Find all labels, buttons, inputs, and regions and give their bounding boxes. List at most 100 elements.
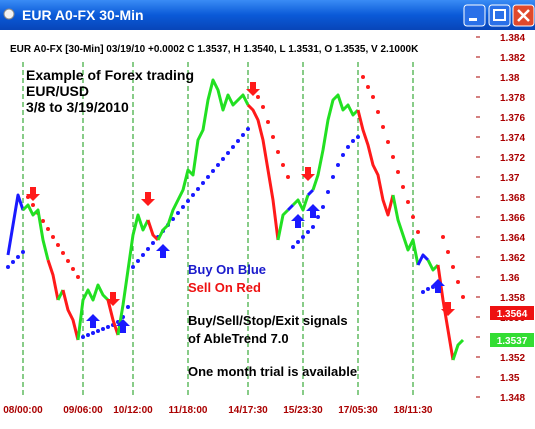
price-line bbox=[116, 213, 150, 336]
sell-arrow bbox=[141, 192, 155, 206]
stop-dot bbox=[316, 215, 320, 219]
y-tick-label: 1.366 bbox=[500, 213, 525, 224]
stop-dot bbox=[196, 187, 200, 191]
annotation: Buy/Sell/Stop/Exit signals bbox=[188, 313, 348, 328]
price-line bbox=[306, 188, 315, 197]
stop-dot bbox=[461, 295, 465, 299]
stop-dot bbox=[411, 215, 415, 219]
stop-dot bbox=[286, 175, 290, 179]
stop-dot bbox=[136, 259, 140, 263]
stop-dot bbox=[106, 325, 110, 329]
sell-arrow bbox=[26, 187, 40, 201]
y-tick-label: 1.382 bbox=[500, 53, 525, 64]
y-tick-label: 1.362 bbox=[500, 253, 525, 264]
y-tick-label: 1.376 bbox=[500, 113, 525, 124]
stop-dot bbox=[406, 200, 410, 204]
price-line bbox=[286, 203, 295, 212]
stop-dot bbox=[366, 85, 370, 89]
buy-arrow bbox=[291, 214, 305, 228]
stop-dot bbox=[146, 247, 150, 251]
stop-dot bbox=[151, 241, 155, 245]
stop-dot bbox=[451, 265, 455, 269]
stop-dot bbox=[371, 95, 375, 99]
sell-arrow bbox=[106, 292, 120, 306]
stop-dot bbox=[86, 333, 90, 337]
close-button[interactable] bbox=[512, 4, 535, 27]
stop-dot bbox=[391, 155, 395, 159]
price-line bbox=[391, 194, 420, 266]
x-tick-label: 15/23:30 bbox=[283, 405, 323, 416]
stop-dot bbox=[396, 170, 400, 174]
stop-dot bbox=[186, 199, 190, 203]
price-line bbox=[61, 289, 80, 341]
stop-dot bbox=[216, 163, 220, 167]
stop-dot bbox=[61, 251, 65, 255]
stop-dot bbox=[11, 260, 15, 264]
stop-dot bbox=[346, 145, 350, 149]
stop-dot bbox=[276, 150, 280, 154]
stop-dot bbox=[201, 181, 205, 185]
window-title: EUR A0-FX 30-Min bbox=[22, 7, 144, 23]
price-line bbox=[106, 299, 120, 336]
price-marker-label: 1.3564 bbox=[497, 309, 528, 320]
y-tick-label: 1.358 bbox=[500, 293, 525, 304]
stop-dot bbox=[101, 327, 105, 331]
y-tick-label: 1.364 bbox=[500, 233, 525, 244]
stop-dot bbox=[231, 145, 235, 149]
y-tick-label: 1.368 bbox=[500, 193, 525, 204]
x-tick-label: 18/11:30 bbox=[394, 405, 433, 416]
annotation: EUR/USD bbox=[26, 83, 89, 99]
window-icon bbox=[3, 8, 15, 20]
stop-dot bbox=[311, 225, 315, 229]
buy-arrow bbox=[156, 244, 170, 258]
annotation: Example of Forex trading bbox=[26, 67, 194, 83]
stop-dot bbox=[221, 157, 225, 161]
price-line bbox=[21, 203, 50, 261]
stop-dot bbox=[21, 250, 25, 254]
price-line bbox=[291, 194, 310, 212]
maximize-button[interactable] bbox=[488, 4, 511, 27]
stop-dot bbox=[191, 193, 195, 197]
stop-dot bbox=[376, 110, 380, 114]
buy-arrow bbox=[431, 279, 445, 293]
sell-arrow bbox=[301, 167, 315, 181]
stop-dot bbox=[321, 205, 325, 209]
stop-dot bbox=[76, 275, 80, 279]
stop-dot bbox=[336, 163, 340, 167]
stop-dot bbox=[361, 75, 365, 79]
stop-dot bbox=[181, 205, 185, 209]
stop-dot bbox=[96, 329, 100, 333]
stop-dot bbox=[41, 219, 45, 223]
sell-arrow bbox=[246, 82, 260, 96]
stop-dot bbox=[351, 139, 355, 143]
minimize-button[interactable] bbox=[463, 4, 486, 27]
buy-arrow bbox=[116, 319, 130, 333]
y-tick-label: 1.35 bbox=[500, 373, 520, 384]
x-tick-label: 11/18:00 bbox=[169, 405, 208, 416]
y-tick-label: 1.374 bbox=[500, 133, 525, 144]
stop-dot bbox=[236, 139, 240, 143]
stop-dot bbox=[66, 259, 70, 263]
price-line bbox=[451, 338, 465, 361]
stop-dot bbox=[51, 235, 55, 239]
stop-dot bbox=[131, 265, 135, 269]
stop-dot bbox=[176, 211, 180, 215]
annotation: 3/8 to 3/19/2010 bbox=[26, 99, 129, 115]
stop-dot bbox=[341, 153, 345, 157]
x-tick-label: 17/05:30 bbox=[338, 405, 378, 416]
stop-dot bbox=[426, 287, 430, 291]
stop-dot bbox=[246, 127, 250, 131]
price-marker-label: 1.3537 bbox=[497, 336, 528, 347]
price-line bbox=[276, 208, 290, 241]
stop-dot bbox=[31, 203, 35, 207]
y-tick-label: 1.38 bbox=[500, 73, 520, 84]
stop-dot bbox=[71, 267, 75, 271]
price-line bbox=[156, 78, 250, 241]
stop-dot bbox=[416, 230, 420, 234]
stop-dot bbox=[56, 243, 60, 247]
y-tick-label: 1.352 bbox=[500, 353, 525, 364]
x-tick-label: 08/00:00 bbox=[3, 405, 43, 416]
stop-dot bbox=[81, 335, 85, 339]
price-line bbox=[6, 193, 25, 256]
stop-dot bbox=[261, 105, 265, 109]
